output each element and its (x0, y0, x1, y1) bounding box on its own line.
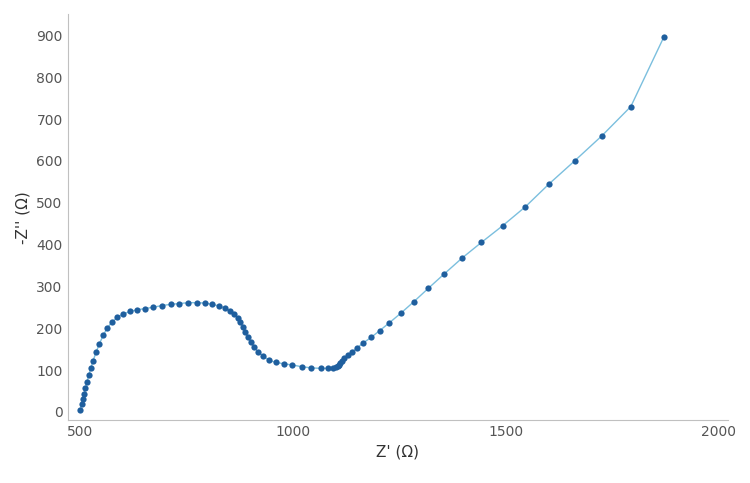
Point (94, 340, 106, 348)
Point (224, 307, 236, 315)
Point (334, 359, 346, 367)
Point (333, 361, 345, 369)
Point (257, 353, 269, 360)
Point (164, 300, 176, 308)
X-axis label: Z' (Ω): Z' (Ω) (376, 445, 419, 460)
Point (422, 284, 434, 292)
Point (81, 378, 93, 385)
Point (543, 180, 555, 188)
Point (395, 309, 407, 317)
Point (117, 310, 129, 318)
Point (111, 313, 123, 321)
Point (248, 343, 260, 351)
Point (87, 357, 99, 365)
Point (625, 103, 637, 111)
Point (252, 348, 264, 356)
Point (101, 324, 113, 332)
Point (213, 302, 225, 310)
Point (124, 308, 136, 315)
Point (106, 318, 118, 326)
Point (351, 344, 363, 352)
Point (438, 270, 450, 278)
Point (90, 349, 102, 356)
Point (332, 362, 344, 369)
Point (278, 360, 290, 368)
Point (496, 222, 508, 229)
Point (327, 364, 339, 372)
Point (82, 371, 94, 379)
Point (658, 34, 670, 42)
Point (98, 331, 109, 339)
Point (155, 302, 167, 310)
Point (131, 306, 143, 313)
Point (80, 384, 92, 392)
Point (85, 364, 97, 372)
Point (232, 314, 244, 322)
Point (229, 311, 241, 318)
Point (191, 299, 203, 307)
Point (139, 305, 151, 313)
Point (568, 157, 580, 165)
Point (408, 298, 420, 306)
Point (346, 348, 358, 356)
Point (237, 323, 249, 331)
Point (336, 357, 348, 365)
Point (338, 355, 350, 362)
Point (519, 203, 531, 211)
Point (315, 365, 327, 372)
Point (270, 358, 282, 366)
Point (235, 318, 247, 326)
Point (305, 364, 317, 372)
Point (263, 356, 275, 364)
Point (76, 396, 88, 403)
Point (242, 333, 254, 341)
Point (322, 365, 334, 372)
Point (286, 361, 298, 369)
Y-axis label: -Z'' (Ω): -Z'' (Ω) (16, 191, 31, 244)
Point (342, 352, 354, 359)
Point (365, 334, 377, 341)
Point (244, 338, 256, 346)
Point (173, 299, 185, 307)
Point (456, 254, 468, 262)
Point (330, 363, 342, 371)
Point (219, 304, 231, 312)
Point (74, 406, 86, 413)
Point (358, 339, 370, 347)
Point (596, 132, 608, 140)
Point (76, 400, 88, 408)
Point (476, 239, 488, 246)
Point (78, 390, 90, 398)
Point (206, 300, 218, 308)
Point (239, 327, 251, 335)
Point (296, 363, 307, 370)
Point (199, 299, 211, 307)
Point (383, 319, 395, 327)
Point (147, 303, 159, 311)
Point (374, 327, 386, 335)
Point (182, 299, 194, 307)
